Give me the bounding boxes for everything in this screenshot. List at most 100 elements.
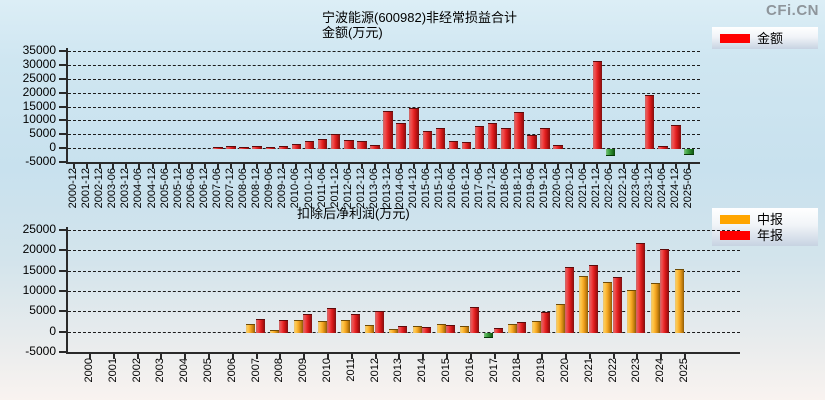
y-tick-label: 10000 bbox=[22, 283, 56, 297]
gridline bbox=[68, 51, 700, 52]
y-tick-label: 20000 bbox=[22, 84, 56, 99]
x-tick bbox=[648, 164, 651, 169]
x-tick bbox=[583, 164, 586, 169]
y-tick-label: 5000 bbox=[29, 303, 56, 318]
x-tick bbox=[452, 164, 455, 169]
x-tick-label: 2023 bbox=[630, 358, 643, 383]
x-tick-label: 2025 bbox=[678, 358, 690, 383]
x-tick bbox=[73, 164, 75, 169]
x-tick bbox=[493, 354, 496, 359]
x-tick bbox=[504, 164, 507, 169]
x-tick-label: 2024-06 bbox=[655, 168, 668, 209]
x-tick bbox=[517, 354, 520, 359]
y-tick-label: -5000 bbox=[25, 344, 56, 358]
x-tick bbox=[256, 164, 259, 169]
bar-年报-2018 bbox=[517, 322, 527, 333]
bar-中报-2008 bbox=[269, 329, 279, 333]
bar-金额-2010-06 bbox=[291, 144, 302, 150]
y-tick bbox=[59, 351, 66, 353]
x-tick-label: 2003 bbox=[154, 358, 167, 383]
bar-年报-2020 bbox=[565, 266, 574, 333]
y-tick bbox=[59, 330, 66, 333]
bar-年报-2015 bbox=[446, 324, 455, 333]
x-tick bbox=[177, 164, 180, 169]
x-tick bbox=[350, 354, 353, 359]
x-tick bbox=[544, 164, 547, 169]
x-tick bbox=[387, 164, 390, 169]
bar-金额-2007-06 bbox=[213, 146, 223, 150]
bar-年报-2021 bbox=[588, 265, 598, 333]
x-tick bbox=[570, 164, 573, 169]
interim-legend-label: 中报 bbox=[757, 211, 784, 227]
bar-中报-2015 bbox=[436, 323, 446, 333]
x-tick bbox=[426, 164, 429, 169]
x-tick-label: 2020 bbox=[559, 358, 571, 383]
x-tick-label: 2019-06 bbox=[524, 168, 537, 209]
x-tick bbox=[612, 354, 615, 359]
x-tick-label: 2011 bbox=[344, 358, 357, 382]
y-tick bbox=[59, 91, 66, 94]
bar-年报-2017 bbox=[493, 328, 503, 333]
x-tick-label: 2004-12 bbox=[145, 168, 158, 209]
x-tick bbox=[517, 164, 520, 169]
x-axis-line bbox=[66, 162, 700, 164]
y-tick bbox=[59, 269, 66, 272]
bar-金额-2017-12 bbox=[487, 122, 498, 150]
y-tick-label: 20000 bbox=[22, 242, 56, 257]
x-axis-line bbox=[66, 352, 740, 354]
x-tick bbox=[321, 164, 324, 169]
bar-中报-2023 bbox=[626, 290, 636, 333]
x-tick bbox=[334, 164, 337, 169]
x-tick-label: 2001-12 bbox=[80, 168, 93, 209]
bar-中报-2022 bbox=[603, 281, 613, 333]
bar-金额-2025-06 bbox=[684, 149, 694, 156]
bar-中报-2010 bbox=[317, 321, 327, 333]
bar-年报-2016 bbox=[469, 306, 479, 333]
bar-金额-2018-06 bbox=[501, 127, 511, 150]
chart1-title: 宁波能源(600982)非经常损益合计 bbox=[322, 10, 518, 25]
bar-中报-2017 bbox=[484, 332, 494, 339]
x-tick-label: 2022-12 bbox=[616, 168, 629, 209]
x-tick bbox=[303, 354, 306, 359]
bar-金额-2023-12 bbox=[644, 95, 655, 150]
x-tick-label: 2015 bbox=[440, 358, 452, 383]
x-tick-label: 2016-12 bbox=[459, 168, 472, 209]
x-tick-label: 2019 bbox=[535, 358, 548, 383]
bar-金额-2019-06 bbox=[527, 135, 537, 150]
x-tick bbox=[530, 164, 533, 169]
y-axis-line bbox=[66, 48, 68, 164]
x-tick-label: 2004 bbox=[178, 358, 191, 383]
x-tick bbox=[374, 354, 377, 359]
x-tick-label: 2009-12 bbox=[276, 168, 289, 209]
bar-中报-2012 bbox=[365, 324, 375, 333]
x-tick-label: 2008 bbox=[273, 358, 286, 383]
x-tick bbox=[125, 164, 128, 169]
bar-年报-2023 bbox=[636, 243, 646, 333]
x-tick-label: 2010 bbox=[321, 358, 333, 383]
bar-年报-2019 bbox=[541, 312, 551, 333]
x-tick bbox=[609, 164, 612, 169]
x-tick bbox=[86, 164, 89, 169]
bar-中报-2018 bbox=[507, 323, 517, 333]
bar-金额-2021-12 bbox=[592, 60, 603, 150]
x-tick-label: 2006-06 bbox=[184, 168, 197, 209]
y-tick-label: 35000 bbox=[22, 43, 56, 57]
x-tick bbox=[636, 354, 639, 359]
y-tick bbox=[59, 249, 66, 252]
x-tick bbox=[373, 164, 376, 169]
x-tick-label: 2006-12 bbox=[197, 168, 210, 209]
x-tick bbox=[308, 164, 311, 169]
x-tick bbox=[282, 164, 285, 169]
x-tick-label: 2008-06 bbox=[237, 168, 250, 209]
x-tick-label: 2005-06 bbox=[158, 168, 171, 209]
bar-金额-2011-06 bbox=[317, 139, 328, 150]
bar-金额-2016-06 bbox=[448, 140, 459, 150]
x-tick bbox=[160, 354, 163, 359]
x-tick-label: 2016 bbox=[463, 358, 476, 383]
chart2-legend: 中报 年报 bbox=[712, 208, 818, 246]
x-tick bbox=[360, 164, 363, 169]
x-tick bbox=[269, 164, 272, 169]
x-tick bbox=[138, 164, 141, 169]
x-tick-label: 2005-12 bbox=[171, 168, 184, 209]
